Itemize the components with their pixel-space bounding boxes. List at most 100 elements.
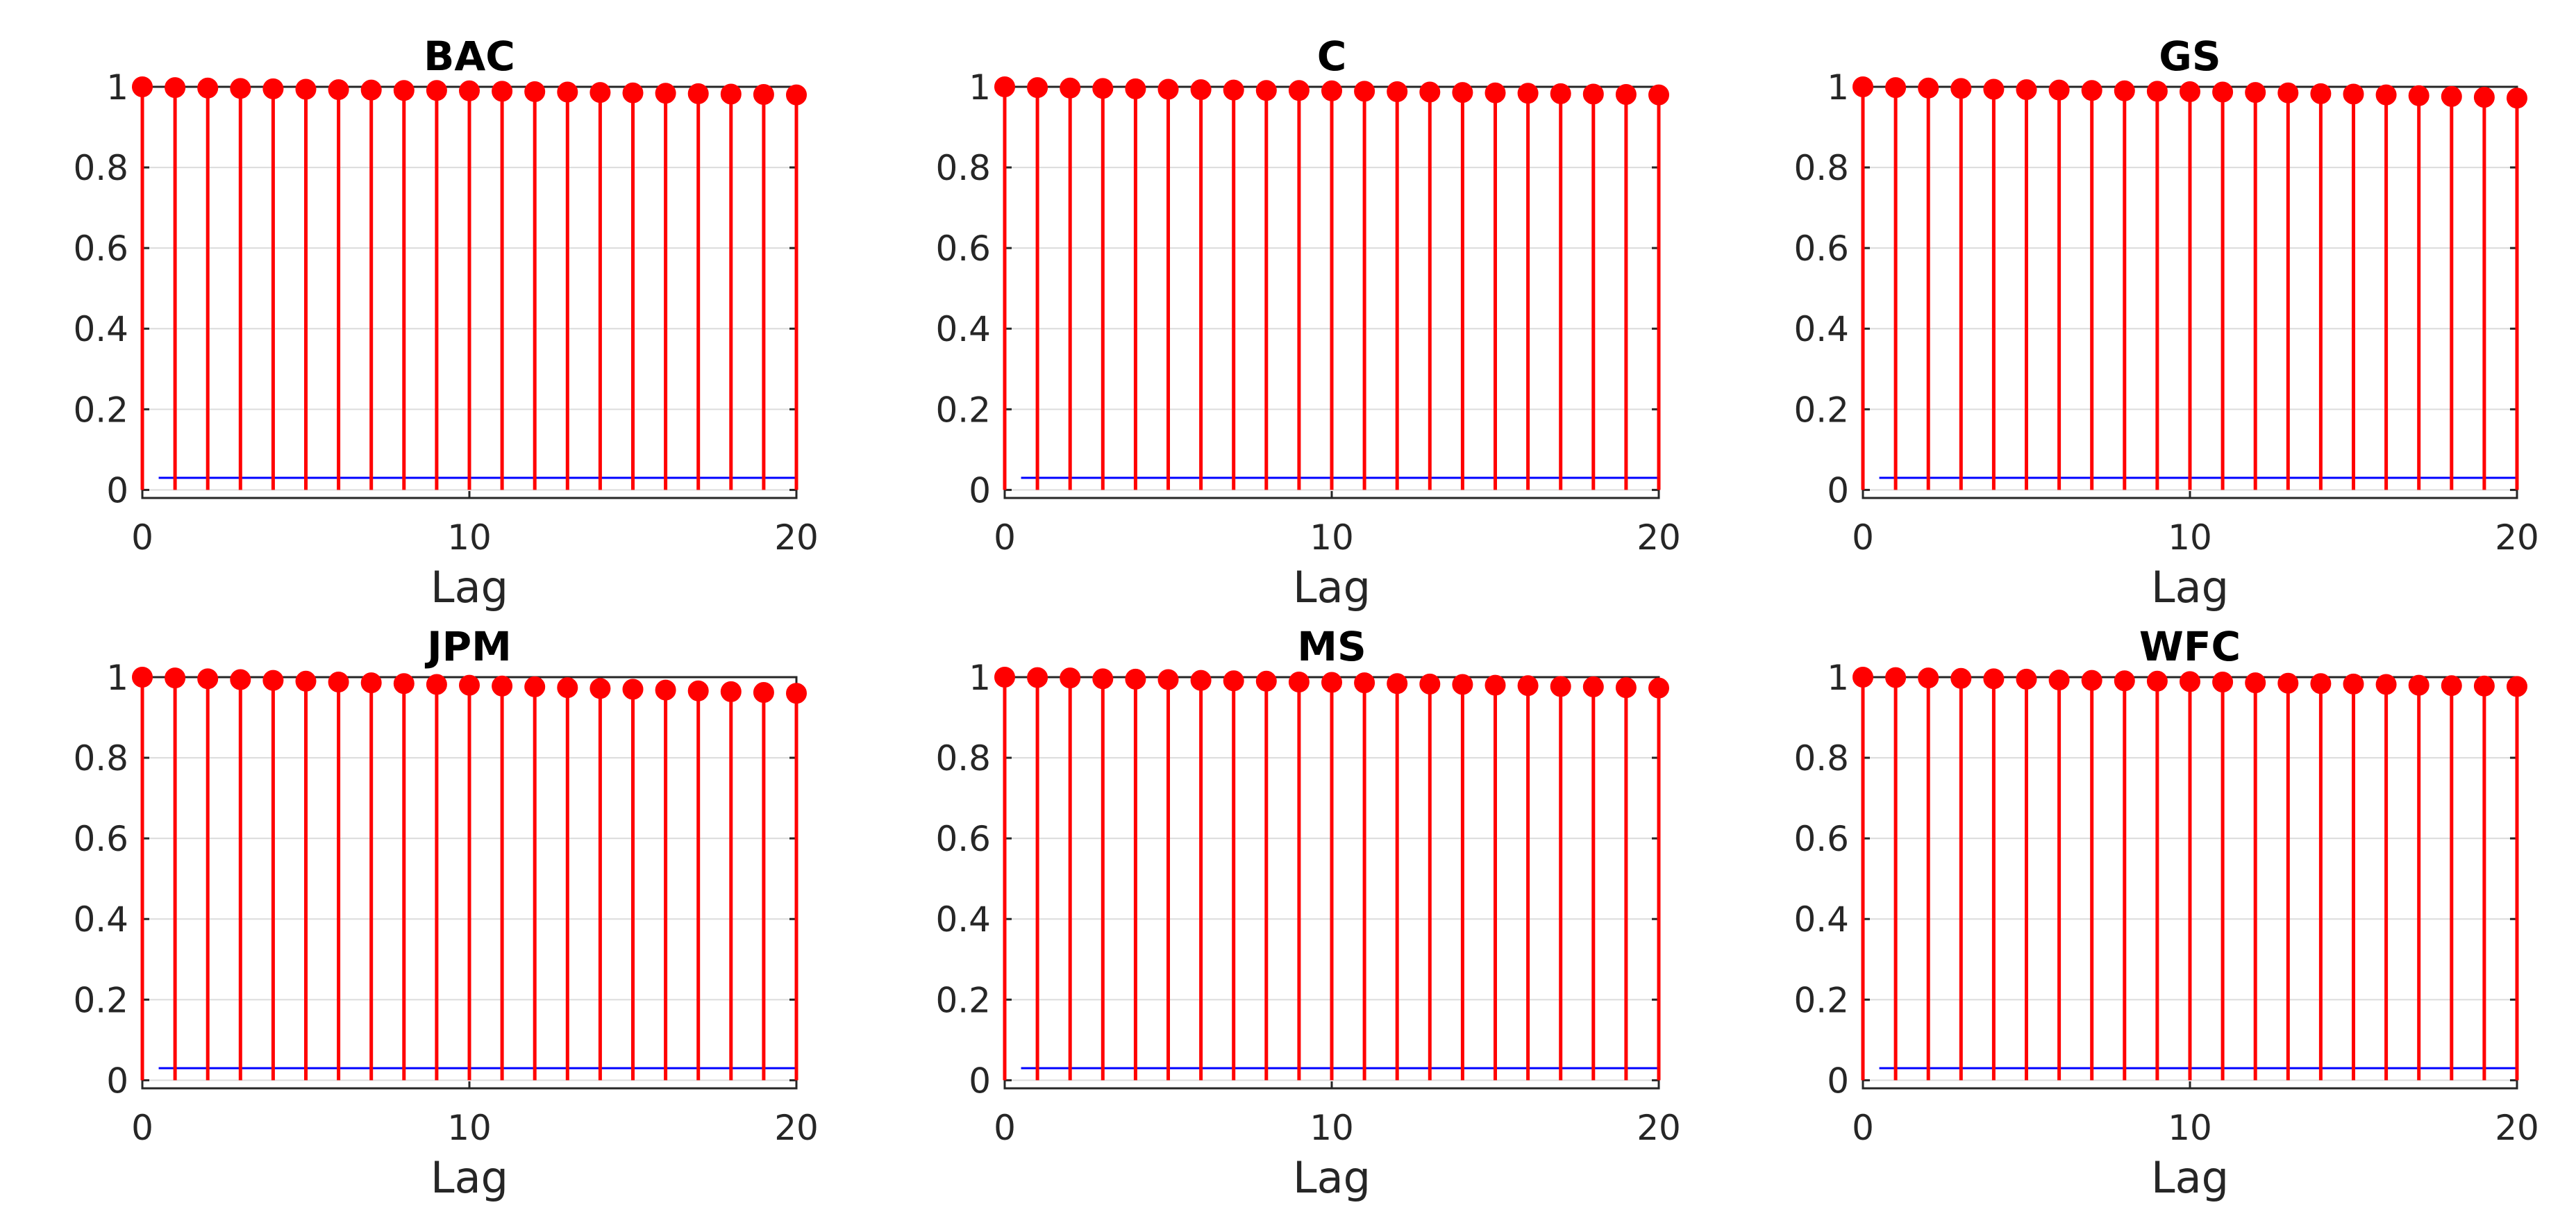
stem-marker — [1983, 78, 2005, 100]
x-tick-label: 0 — [1852, 517, 1874, 558]
y-tick-label: 0.2 — [935, 980, 991, 1020]
x-tick-label: 10 — [1310, 517, 1354, 558]
stem-marker — [459, 674, 480, 696]
stem-marker — [2441, 85, 2462, 107]
stem-marker — [1060, 667, 1081, 689]
stem-marker — [2212, 671, 2234, 692]
stem-marker — [786, 683, 807, 704]
stem-marker — [2310, 83, 2332, 104]
stem-marker — [1484, 82, 1506, 103]
y-tick-label: 0.6 — [935, 819, 991, 859]
stem-marker — [1125, 78, 1146, 99]
stem-marker — [262, 670, 284, 691]
stem-marker — [2277, 82, 2299, 103]
stem-marker — [1288, 671, 1310, 692]
stem-marker — [2473, 87, 2495, 108]
x-axis-label: Lag — [1293, 562, 1371, 613]
stem-marker — [197, 668, 219, 690]
stem-marker — [622, 679, 644, 700]
stem-marker — [2343, 83, 2364, 105]
x-tick-label: 0 — [1852, 1108, 1874, 1148]
stem-marker — [1885, 77, 1907, 99]
stem-marker — [2048, 79, 2070, 101]
stem-marker — [1950, 667, 1972, 689]
stem-marker — [1387, 81, 1408, 102]
stem-marker — [2212, 81, 2234, 103]
y-tick-label: 0.6 — [73, 819, 128, 859]
stem-marker — [1648, 677, 1669, 699]
stem-marker — [2277, 672, 2299, 694]
y-tick-label: 0.4 — [935, 309, 991, 349]
stem-marker — [1387, 673, 1408, 695]
stem-marker — [1550, 83, 1571, 104]
y-tick-label: 0.4 — [1793, 899, 1849, 940]
x-tick-label: 10 — [1310, 1108, 1354, 1148]
stem-marker — [1223, 79, 1244, 101]
stem-marker — [1517, 675, 1539, 697]
stem-marker — [2507, 676, 2527, 697]
chart-title: MS — [1297, 623, 1366, 670]
stem-marker — [2146, 81, 2168, 102]
stem-marker — [557, 81, 578, 103]
y-tick-label: 1 — [106, 658, 128, 698]
stem-marker — [687, 83, 709, 104]
stem-marker — [295, 670, 317, 692]
x-axis-label: Lag — [1293, 1152, 1371, 1203]
stem-marker — [2016, 668, 2037, 690]
y-tick-label: 0 — [969, 1061, 991, 1101]
stem-marker — [1615, 84, 1637, 106]
stem-marker — [426, 80, 447, 101]
y-tick-label: 0 — [106, 470, 128, 510]
y-tick-label: 0 — [1827, 1061, 1849, 1101]
stem-marker — [2048, 670, 2070, 691]
y-tick-label: 0.2 — [1793, 980, 1849, 1020]
stem-marker — [1190, 670, 1212, 691]
stem-marker — [557, 677, 578, 699]
stem-marker — [589, 678, 611, 699]
chart-title: GS — [2159, 33, 2220, 80]
stem-marker — [426, 674, 447, 695]
stem-marker — [1484, 674, 1506, 696]
chart-title: BAC — [424, 33, 515, 80]
stem-marker — [2146, 670, 2168, 692]
x-axis-label: Lag — [2151, 562, 2229, 613]
stem-marker — [1157, 78, 1179, 100]
stem-marker — [655, 679, 676, 701]
y-tick-label: 1 — [1827, 67, 1849, 108]
stem-marker — [1027, 77, 1048, 99]
stem-marker — [230, 669, 251, 690]
stem-marker — [393, 673, 415, 695]
stem-marker — [1288, 80, 1310, 101]
y-tick-label: 1 — [969, 67, 991, 108]
stem-marker — [492, 675, 513, 697]
stem-marker — [459, 80, 480, 101]
stem-marker — [2180, 81, 2200, 102]
y-tick-label: 0.6 — [73, 228, 128, 269]
y-tick-label: 0.8 — [1793, 148, 1849, 188]
x-tick-label: 20 — [774, 1108, 819, 1148]
stem-marker — [687, 680, 709, 701]
x-tick-label: 10 — [2168, 517, 2212, 558]
y-tick-label: 1 — [106, 67, 128, 108]
stem-marker — [1885, 667, 1907, 688]
stem-marker — [1092, 78, 1114, 99]
stem-marker — [753, 682, 774, 704]
stem-marker — [2114, 670, 2135, 692]
stem-marker — [492, 81, 513, 102]
y-tick-label: 0 — [969, 470, 991, 510]
y-tick-label: 1 — [1827, 658, 1849, 698]
stem-marker — [1092, 668, 1114, 690]
stem-marker — [622, 82, 644, 103]
x-tick-label: 0 — [131, 1108, 153, 1148]
stem-marker — [524, 81, 546, 102]
stem-marker — [2408, 674, 2429, 696]
stem-marker — [132, 667, 153, 688]
stem-marker — [2081, 670, 2102, 691]
y-tick-label: 0 — [106, 1061, 128, 1101]
stem-marker — [2375, 84, 2397, 106]
y-tick-label: 0.2 — [73, 390, 128, 430]
